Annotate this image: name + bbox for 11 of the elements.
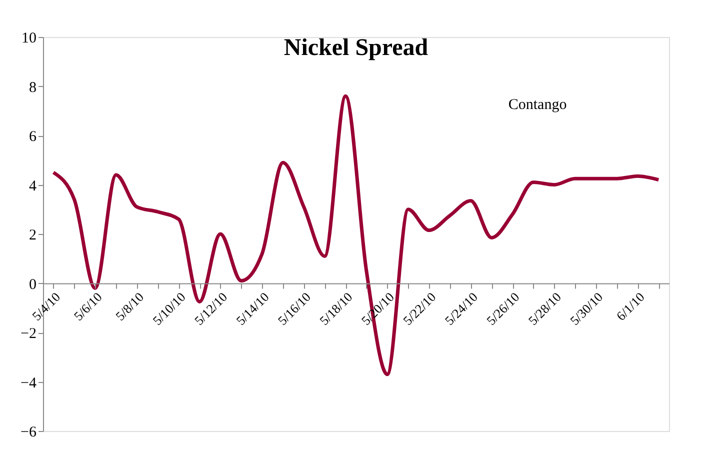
chart-title: Nickel Spread — [284, 35, 429, 61]
y-tick-label: 6 — [29, 129, 37, 145]
y-tick-label: 2 — [29, 228, 36, 244]
y-tick-label: 8 — [29, 80, 36, 96]
y-tick-label: 4 — [29, 178, 37, 194]
y-tick-label: −4 — [20, 375, 37, 392]
y-tick-label: 0 — [29, 276, 36, 293]
y-tick-label: −6 — [20, 424, 37, 440]
annotation: Contango — [508, 96, 567, 113]
y-tick-label: −2 — [20, 326, 36, 342]
y-tick-label: 10 — [22, 30, 36, 46]
